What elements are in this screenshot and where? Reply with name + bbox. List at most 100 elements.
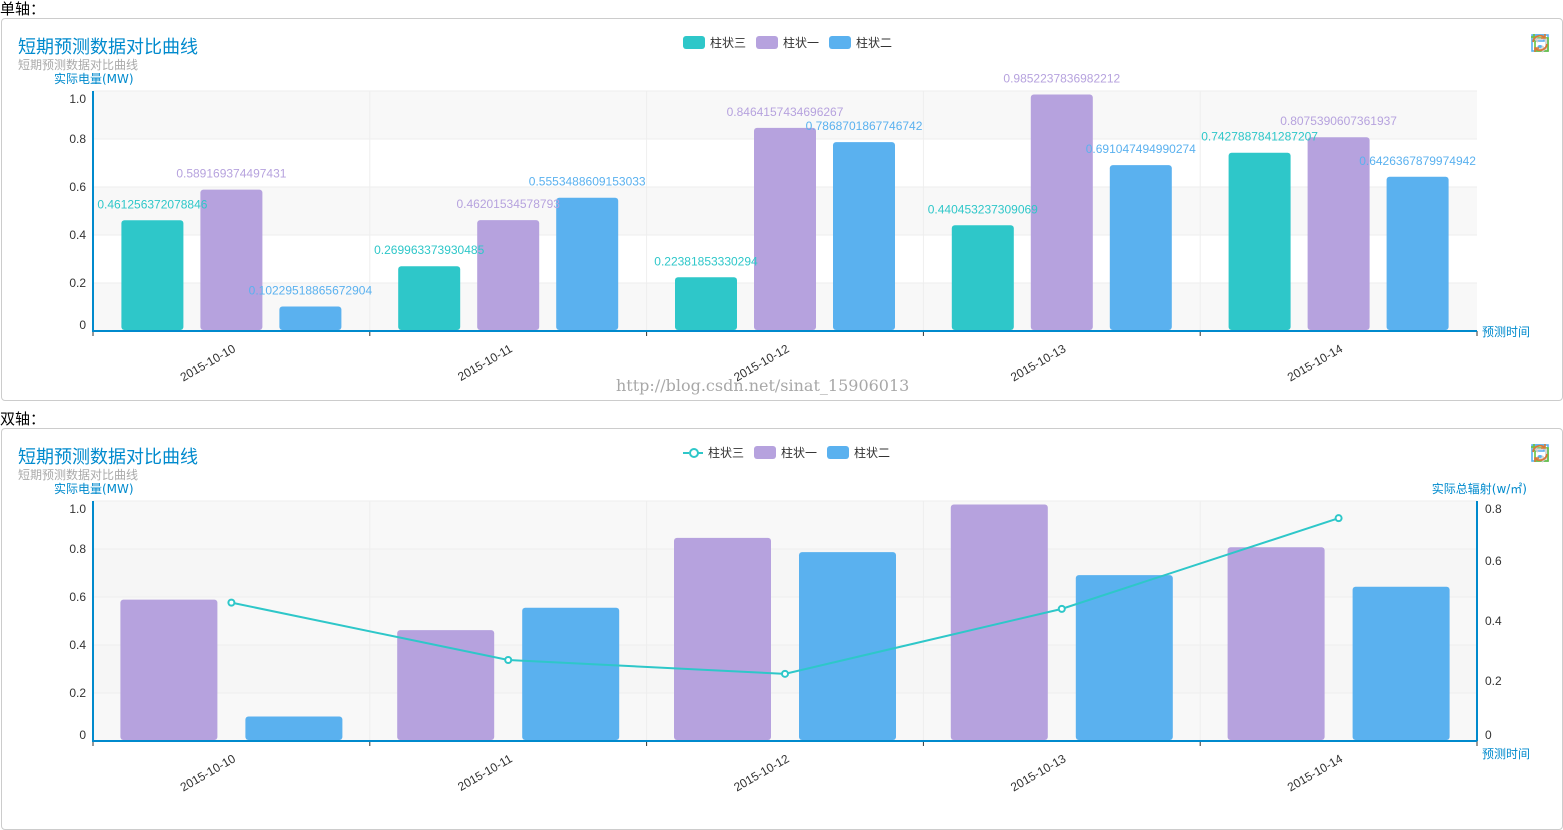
legend-label: 柱状三 — [710, 36, 747, 50]
bar-柱状一 — [1227, 547, 1325, 740]
x-tick-label: 2015-10-13 — [1008, 751, 1068, 794]
y2-tick-label: 0.6 — [1485, 554, 1502, 568]
y2-tick-label: 0.8 — [1485, 502, 1502, 516]
legend-swatch — [829, 36, 852, 49]
legend-item-series1[interactable]: 柱状一 — [754, 444, 817, 461]
y-axis-title: 实际电量(MW) — [54, 481, 134, 496]
bar-柱状三 — [951, 225, 1014, 330]
chart-subtitle: 短期预测数据对比曲线 — [18, 468, 139, 482]
legend-swatch — [683, 36, 705, 49]
x-tick-label: 2015-10-11 — [455, 341, 515, 384]
legend-label: 柱状一 — [781, 446, 818, 460]
bar-柱状二 — [1386, 176, 1449, 330]
legend-label: 柱状二 — [854, 446, 891, 460]
bar-柱状二 — [1075, 575, 1173, 740]
y-tick-label: 0.8 — [69, 132, 86, 146]
y-tick-label: 0.6 — [69, 180, 86, 194]
bar-柱状一 — [120, 599, 218, 740]
y-tick-label: 0.4 — [69, 228, 86, 242]
bar-柱状二 — [279, 306, 342, 330]
data-label: 0.269963373930485 — [374, 243, 484, 257]
data-label: 0.7868701867746742 — [806, 119, 923, 133]
x-tick-label: 2015-10-10 — [178, 751, 238, 794]
y2-tick-label: 0 — [1485, 728, 1492, 742]
legend-item-series1[interactable]: 柱状一 — [756, 34, 819, 51]
bar-柱状三 — [398, 266, 461, 330]
y-tick-label: 0.6 — [69, 590, 86, 604]
x-tick-label: 2015-10-12 — [731, 751, 791, 794]
bar-柱状一 — [397, 630, 495, 740]
bar-柱状二 — [522, 607, 620, 740]
y-axis-title: 实际电量(MW) — [54, 71, 134, 86]
bar-柱状三 — [675, 277, 737, 330]
legend-swatch — [827, 446, 850, 459]
y2-tick-label: 0.2 — [1485, 674, 1502, 688]
bar-柱状三 — [121, 220, 184, 330]
x-tick-label: 2015-10-14 — [1285, 341, 1345, 384]
chart-svg: 0 0.2 0.4 0.6 0.8 1.0 实际电量(MW) 预测时间 2015-10-10 20… — [54, 481, 1530, 794]
chart-svg: 0 0.2 0.4 0.6 0.8 1.0 实际电量(MW) 预测时间 2015-10-10 20… — [54, 71, 1530, 384]
line-point — [1057, 604, 1066, 613]
line-point — [1334, 514, 1343, 523]
line-point — [227, 598, 236, 607]
line-point — [781, 669, 789, 678]
data-label: 0.440453237309069 — [928, 202, 1038, 216]
chart-title: 短期预测数据对比曲线 — [18, 37, 198, 58]
section-label-single-axis: 单轴： — [0, 0, 46, 18]
section-label-dual-axis: 双轴： — [0, 410, 46, 428]
bar-柱状二 — [833, 142, 895, 330]
bar-柱状三 — [1228, 152, 1291, 330]
bar-柱状二 — [799, 552, 896, 740]
chart-panel-dual-axis: 短期预测数据对比曲线 短期预测数据对比曲线 柱状三 柱状一 柱状二 0 0.2 0.… — [1, 428, 1563, 830]
data-label: 0.22381853330294 — [654, 254, 758, 268]
data-label: 0.6426367879974942 — [1359, 154, 1476, 168]
bar-柱状二 — [556, 197, 619, 330]
bar-柱状二 — [1109, 165, 1172, 330]
data-label: 0.8075390607361937 — [1280, 114, 1397, 128]
x-tick-label: 2015-10-11 — [455, 751, 515, 794]
bar-柱状一 — [950, 504, 1048, 740]
watermark: http://blog.csdn.net/sinat_15906013 — [616, 376, 910, 395]
legend: 柱状三 柱状一 柱状二 — [683, 444, 890, 461]
y-tick-label: 0 — [79, 318, 86, 332]
y2-tick-label: 0.4 — [1485, 614, 1502, 628]
y-tick-label: 1.0 — [69, 92, 86, 106]
bar-柱状二 — [1352, 586, 1450, 740]
legend-item-series3[interactable]: 柱状三 — [683, 34, 746, 51]
bar-柱状一 — [477, 220, 540, 330]
data-label: 0.7427887841287207 — [1201, 130, 1318, 144]
x-tick-label: 2015-10-13 — [1008, 341, 1068, 384]
y-tick-label: 0.8 — [69, 542, 86, 556]
legend-item-series2[interactable]: 柱状二 — [829, 34, 892, 51]
legend-item-series2[interactable]: 柱状二 — [827, 444, 890, 461]
x-tick-label: 2015-10-10 — [178, 341, 238, 384]
x-axis-title: 预测时间 — [1482, 325, 1530, 339]
bar-柱状一 — [1307, 137, 1370, 330]
data-label: 0.589169374497431 — [176, 167, 286, 181]
bar-柱状一 — [674, 537, 771, 740]
legend-swatch — [754, 446, 777, 459]
bar-柱状二 — [245, 716, 343, 740]
data-label: 0.8464157434696267 — [727, 105, 844, 119]
data-label: 0.461256372078846 — [97, 197, 207, 211]
bar-柱状一 — [1030, 94, 1093, 330]
data-label: 0.5553488609153033 — [529, 175, 646, 189]
y2-axis-title: 实际总辐射(w/㎡) — [1432, 481, 1527, 496]
chart-title: 短期预测数据对比曲线 — [18, 447, 198, 468]
y-tick-label: 0 — [79, 728, 86, 742]
split-area — [93, 501, 1477, 549]
chart-panel-single-axis: 短期预测数据对比曲线 短期预测数据对比曲线 柱状三 柱状一 柱状二 0 0.2 0.… — [1, 18, 1563, 401]
y-tick-label: 1.0 — [69, 502, 86, 516]
data-label: 0.10229518865672904 — [249, 283, 373, 297]
legend-item-series3[interactable]: 柱状三 — [683, 444, 744, 461]
bar-柱状一 — [754, 127, 816, 330]
y-tick-label: 0.2 — [69, 686, 86, 700]
legend-swatch — [756, 36, 779, 49]
legend-label: 柱状三 — [708, 446, 745, 460]
data-label: 0.46201534578793 — [456, 197, 560, 211]
y-tick-label: 0.4 — [69, 638, 86, 652]
legend-line-swatch — [683, 446, 703, 459]
legend: 柱状三 柱状一 柱状二 — [683, 34, 892, 51]
x-axis-title: 预测时间 — [1482, 747, 1530, 761]
legend-label: 柱状一 — [783, 36, 820, 50]
